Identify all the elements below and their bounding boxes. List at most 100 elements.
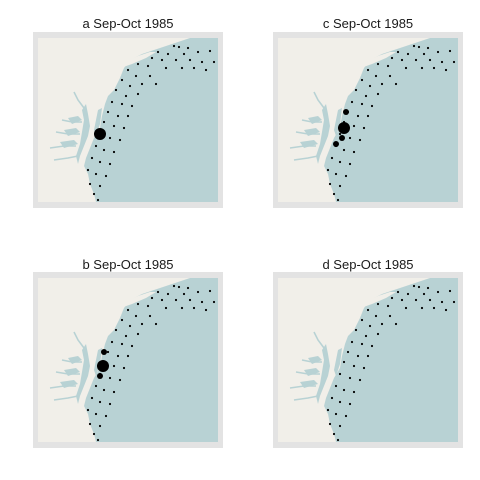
sampling-station-point (354, 88, 358, 92)
sampling-station-point (200, 300, 204, 304)
river (301, 119, 322, 123)
sampling-station-point (112, 124, 116, 128)
panel-title-b: b Sep-Oct 1985 (82, 257, 174, 272)
sampling-station-point (108, 402, 112, 406)
sampling-station-point (118, 378, 122, 382)
sampling-station-point (360, 102, 364, 106)
bay-water (94, 108, 102, 136)
sampling-station-point (126, 308, 130, 312)
sampling-station-point (362, 126, 366, 130)
land-area (38, 278, 190, 442)
sampling-station-point (172, 44, 176, 48)
panel-title-d: d Sep-Oct 1985 (322, 257, 414, 272)
map-d-svg (278, 278, 458, 442)
sampling-station-point (376, 92, 380, 96)
sampling-station-point (108, 162, 112, 166)
sampling-station-point (204, 68, 208, 72)
sampling-station-point (180, 306, 184, 310)
sampling-station-point (368, 84, 372, 88)
sampling-station-point (414, 298, 418, 302)
sampling-station-point (350, 100, 354, 104)
sampling-station-point (346, 350, 350, 354)
sampling-station-point (94, 144, 98, 148)
sampling-station-point (114, 328, 118, 332)
sampling-station-point (156, 50, 160, 54)
sampling-station-point (126, 68, 130, 72)
sampling-station-point (360, 342, 364, 346)
sampling-station-point (200, 60, 204, 64)
river (293, 155, 319, 161)
map-panel-c (273, 32, 463, 208)
sampling-station-point (130, 104, 134, 108)
sampling-station-point (338, 132, 342, 136)
sampling-station-point (366, 68, 370, 72)
sampling-station-point (334, 384, 338, 388)
sampling-station-point (356, 114, 360, 118)
sampling-station-point (122, 126, 126, 130)
panel-title-c: c Sep-Oct 1985 (322, 16, 414, 31)
sampling-station-point (88, 182, 92, 186)
large-observation-point (338, 122, 350, 134)
sampling-station-point (164, 66, 168, 70)
sampling-station-point (120, 78, 124, 82)
panel-title-a: a Sep-Oct 1985 (82, 16, 174, 31)
sampling-station-point (164, 306, 168, 310)
sampling-station-point (102, 120, 106, 124)
river (53, 155, 79, 161)
sampling-station-point (112, 364, 116, 368)
sampling-station-point (448, 49, 452, 53)
sampling-station-point (150, 296, 154, 300)
sampling-station-point (130, 344, 134, 348)
sampling-station-point (358, 138, 362, 142)
sampling-station-point (120, 318, 124, 322)
large-observation-point (343, 109, 349, 115)
sampling-station-point (412, 284, 416, 288)
sampling-station-point (348, 376, 352, 380)
sampling-station-point (134, 314, 138, 318)
sampling-station-point (104, 174, 108, 178)
sampling-station-point (150, 56, 154, 60)
sampling-station-point (354, 328, 358, 332)
large-observation-point (333, 141, 339, 147)
long-island (108, 52, 156, 70)
sampling-station-point (436, 50, 440, 54)
sampling-station-point (440, 300, 444, 304)
sampling-station-point (328, 182, 332, 186)
bay-water (76, 344, 90, 404)
sampling-station-point (148, 314, 152, 318)
sampling-station-point (160, 298, 164, 302)
sampling-station-point (352, 390, 356, 394)
sampling-station-point (422, 52, 426, 56)
sampling-station-point (404, 66, 408, 70)
sampling-station-point (332, 192, 336, 196)
sampling-station-point (146, 64, 150, 68)
sampling-station-point (368, 324, 372, 328)
sampling-station-point (432, 66, 436, 70)
sampling-station-point (366, 308, 370, 312)
map-panel-b (33, 272, 223, 448)
sampling-station-point (180, 66, 184, 70)
sampling-station-point (452, 60, 456, 64)
sampling-station-point (188, 58, 192, 62)
sampling-station-point (330, 156, 334, 160)
river (313, 331, 325, 349)
sampling-station-point (98, 184, 102, 188)
sampling-station-point (86, 408, 90, 412)
river (55, 371, 80, 375)
sampling-station-point (338, 424, 342, 428)
sampling-station-point (422, 292, 426, 296)
sampling-station-point (370, 344, 374, 348)
sampling-station-point (98, 424, 102, 428)
sampling-station-point (156, 290, 160, 294)
sampling-station-point (380, 82, 384, 86)
map-b-svg (38, 278, 218, 442)
river (53, 395, 79, 401)
sampling-station-point (360, 78, 364, 82)
sampling-station-point (208, 49, 212, 53)
river (73, 331, 85, 349)
sampling-station-point (136, 62, 140, 66)
sampling-station-point (432, 306, 436, 310)
sampling-station-point (154, 322, 158, 326)
sampling-station-point (338, 372, 342, 376)
sampling-station-point (436, 290, 440, 294)
